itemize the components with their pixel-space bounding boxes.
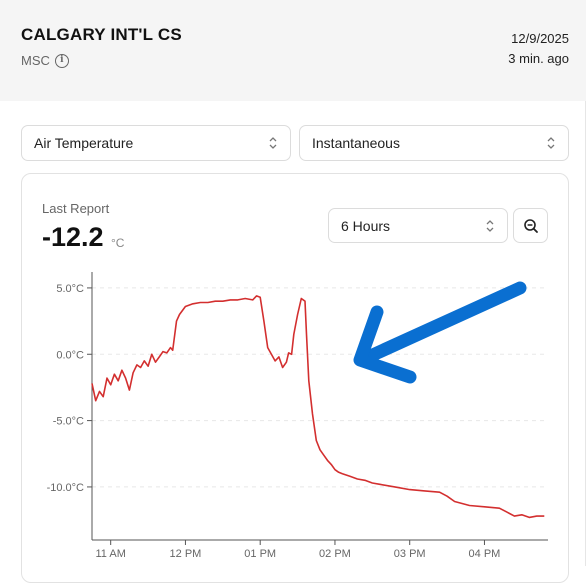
last-report-label: Last Report: [42, 201, 110, 216]
chart-axes: 5.0°C 0.0°C -5.0°C -10.0°C 11 AM 12 PM 01 PM 02…: [47, 272, 548, 560]
chevron-up-down-icon: [269, 137, 277, 149]
y-tick-label: 0.0°C: [56, 349, 84, 361]
time-range-value: 6 Hours: [341, 217, 391, 234]
network-name: MSC: [21, 53, 50, 68]
y-tick-label: -10.0°C: [47, 482, 84, 494]
updated-ago: 3 min. ago: [508, 51, 569, 66]
y-tick-label: -5.0°C: [53, 416, 84, 428]
annotation-arrow-head: [353, 305, 417, 384]
mode-select[interactable]: Instantaneous: [299, 125, 569, 161]
station-header: CALGARY INT'L CS MSC i 12/9/2025 3 min. …: [0, 0, 586, 101]
annotation-arrow-shaft: [359, 281, 527, 365]
network-label: MSC i: [21, 53, 69, 68]
last-report-unit: °C: [111, 236, 125, 250]
chart-grid: [92, 287, 548, 488]
temperature-series-line: [91, 295, 545, 519]
last-report-value: -12.2: [42, 222, 104, 252]
x-tick-label: 11 AM: [96, 548, 126, 560]
x-tick-label: 01 PM: [244, 548, 276, 560]
x-tick-label: 12 PM: [170, 548, 202, 560]
station-name: CALGARY INT'L CS: [21, 25, 182, 44]
mode-select-value: Instantaneous: [312, 135, 400, 151]
chart-series: [91, 295, 545, 519]
parameter-select-value: Air Temperature: [34, 135, 134, 151]
report-date: 12/9/2025: [511, 31, 569, 46]
x-tick-label: 04 PM: [469, 548, 501, 560]
x-tick-label: 02 PM: [319, 548, 351, 560]
info-icon[interactable]: i: [54, 53, 69, 68]
zoom-out-icon: [523, 218, 538, 233]
zoom-out-button[interactable]: [513, 208, 548, 243]
y-tick-label: 5.0°C: [56, 283, 84, 295]
annotation-arrow: [353, 281, 527, 384]
parameter-select[interactable]: Air Temperature: [21, 125, 291, 161]
x-tick-label: 03 PM: [394, 548, 426, 560]
temperature-chart[interactable]: 5.0°C 0.0°C -5.0°C -10.0°C 11 AM 12 PM 01 PM 02…: [0, 0, 586, 566]
chevron-up-down-icon: [486, 220, 494, 232]
time-range-select[interactable]: 6 Hours: [328, 208, 508, 243]
chevron-up-down-icon: [547, 137, 555, 149]
